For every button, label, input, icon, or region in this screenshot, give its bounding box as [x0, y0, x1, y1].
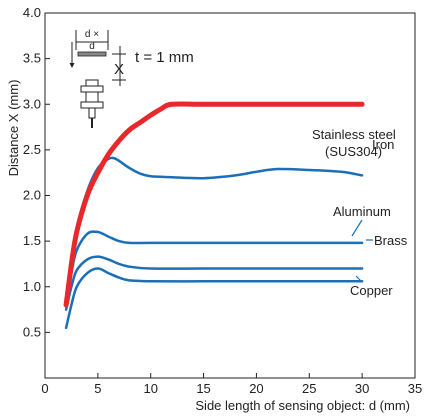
leader-aluminum [351, 219, 363, 237]
x-tick-label: 15 [196, 381, 210, 396]
y-tick-label: 3.0 [23, 96, 41, 111]
target-inset: d ×d Xt = 1 mm [69, 29, 194, 128]
y-tick-label: 4.0 [23, 5, 41, 20]
x-tick-label: 10 [143, 381, 157, 396]
y-tick-label: 2.5 [23, 142, 41, 157]
series-layer [63, 101, 365, 330]
y-tick-label: 2.0 [23, 188, 41, 203]
x-axis-title: Side length of sensing object: d (mm) [195, 398, 410, 413]
inset-target-plate [77, 51, 107, 57]
series-label-stainless: Stainless steel (SUS304) [312, 127, 396, 159]
inset-t-arrowhead [69, 63, 75, 68]
x-tick-label: 0 [41, 381, 48, 396]
series-label-stainless-line: Stainless steel [312, 127, 396, 142]
y-axis-title: Distance X (mm) [6, 80, 21, 177]
leader-copper [355, 275, 363, 283]
inset-sensor-head [85, 79, 99, 87]
x-tick-label: 20 [249, 381, 263, 396]
y-tick-label: 1.5 [23, 233, 41, 248]
series-line-aluminum [64, 230, 364, 307]
inset-sensor-cable [88, 107, 96, 119]
series-line-brass [64, 255, 364, 311]
plot-frame [44, 12, 416, 379]
inset-sensor-nut [80, 85, 104, 93]
x-tick-label: 5 [94, 381, 101, 396]
inset-thickness-label: t = 1 mm [135, 49, 194, 66]
y-tick-label: 1.0 [23, 279, 41, 294]
series-line-copper [64, 267, 364, 330]
x-tick-label: 30 [355, 381, 369, 396]
inset-x-label: X [114, 61, 124, 78]
inset-d-label: d [89, 41, 95, 52]
series-label-stainless-line: (SUS304) [325, 144, 382, 159]
inset-sensor-nut-2 [80, 101, 104, 109]
y-tick-label: 0.5 [23, 324, 41, 339]
x-tick-label: 35 [408, 381, 422, 396]
axes: 0 5 10 15 20 25 30 35 0.5 1.0 1.5 2.0 2.5 3.0 3.5 4.0 Si… [6, 5, 422, 413]
series-label-copper: Copper [350, 283, 393, 298]
series-label-iron: Iron [372, 137, 394, 152]
series-label-brass: Brass [374, 233, 408, 248]
series-line-stainless [64, 156, 364, 307]
inset-dx-label: d × [85, 29, 99, 40]
y-tick-label: 3.5 [23, 51, 41, 66]
series-line-iron [63, 101, 365, 308]
inset-sensor-body [85, 91, 99, 103]
x-tick-label: 25 [302, 381, 316, 396]
series-label-aluminum: Aluminum [333, 204, 391, 219]
